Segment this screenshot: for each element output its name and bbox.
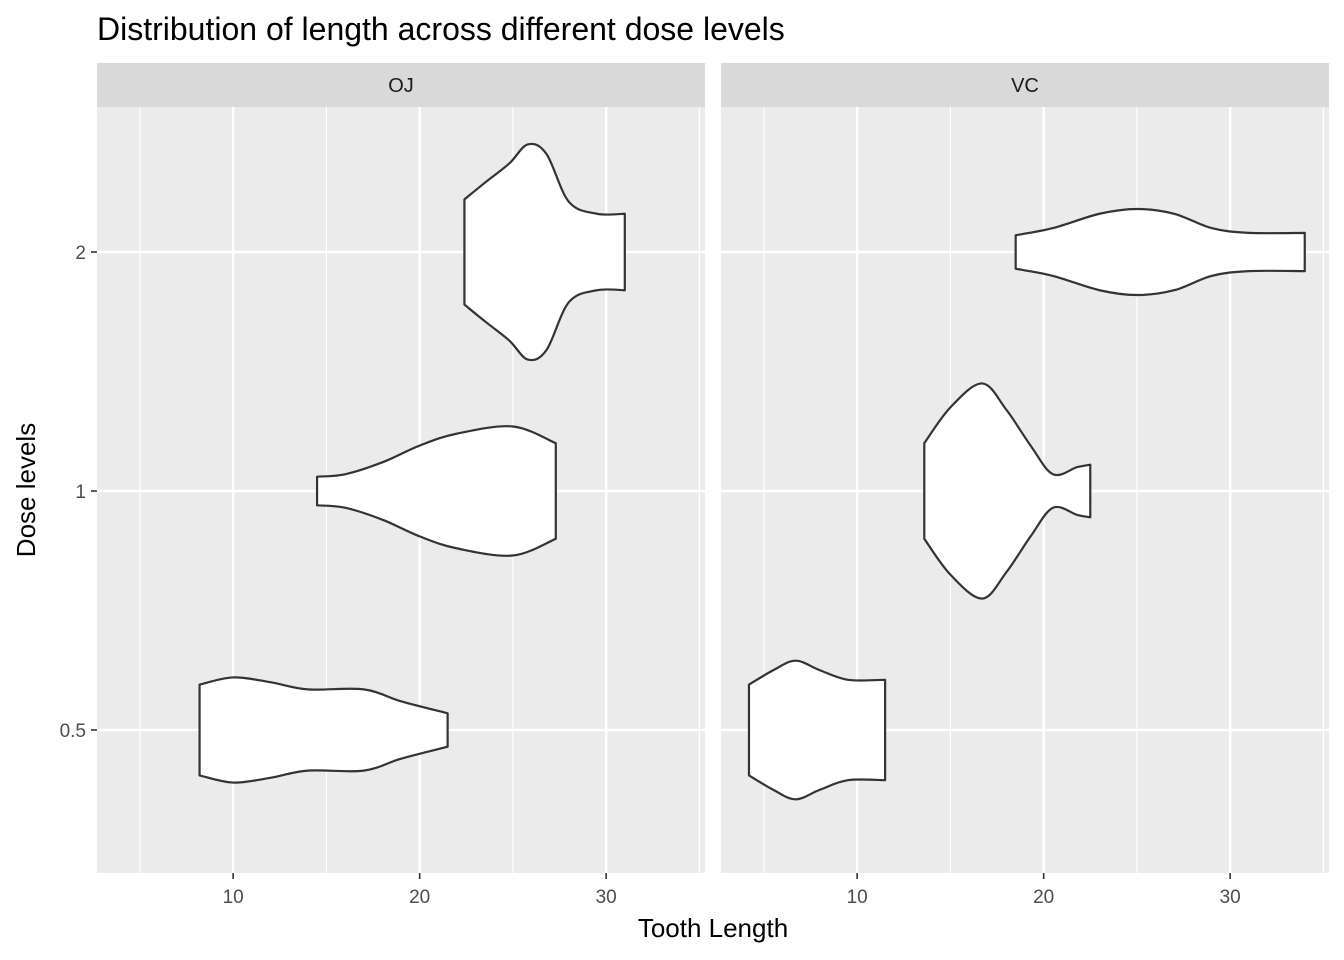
x-tick-label: 20 bbox=[409, 887, 430, 908]
violin-oj-dose-1 bbox=[315, 425, 557, 557]
chart-title: Distribution of length across different … bbox=[97, 11, 785, 47]
facet-strip-label: OJ bbox=[388, 75, 414, 97]
violin-vc-dose-2 bbox=[1014, 207, 1306, 297]
y-axis: 0.5 1 2 bbox=[60, 243, 97, 742]
facet-strip bbox=[721, 63, 1329, 107]
x-tick-label: 20 bbox=[1033, 887, 1054, 908]
violin-vc-dose-1 bbox=[923, 382, 1092, 600]
y-tick-label: 2 bbox=[75, 243, 86, 264]
x-tick-label: 10 bbox=[847, 887, 868, 908]
violin-vc-dose-0_5 bbox=[747, 659, 887, 801]
x-tick-label: 30 bbox=[1220, 887, 1241, 908]
y-tick-label: 0.5 bbox=[60, 721, 86, 742]
facet-strip-label: VC bbox=[1011, 75, 1039, 97]
x-tick-label: 30 bbox=[596, 887, 617, 908]
facet-oj: OJ 10 20 30 bbox=[97, 63, 705, 908]
facet-vc: VC 10 20 30 bbox=[721, 63, 1329, 908]
y-tick-label: 1 bbox=[75, 482, 86, 503]
facet-panels: OJ 10 20 30 VC 10 20 30 0.5 1 2 bbox=[60, 63, 1329, 908]
facet-strip bbox=[97, 63, 705, 107]
y-axis-title: Dose levels bbox=[11, 423, 41, 557]
x-tick-label: 10 bbox=[223, 887, 244, 908]
violin-oj-dose-2 bbox=[463, 142, 626, 362]
violin-oj-dose-0_5 bbox=[198, 676, 449, 784]
x-axis-title: Tooth Length bbox=[638, 913, 788, 943]
